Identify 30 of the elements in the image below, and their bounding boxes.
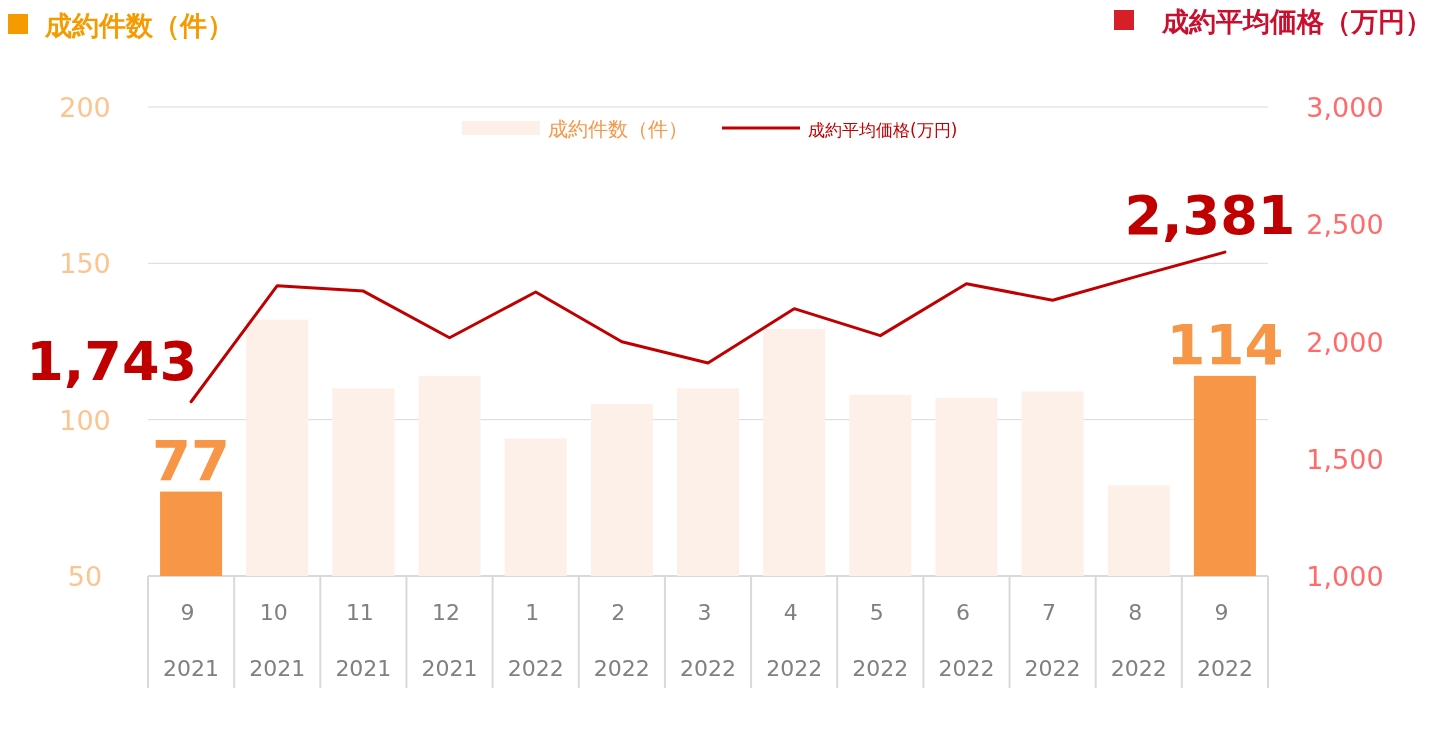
- category-label: 11 2021: [335, 600, 392, 681]
- y2-tick-label: 2,000: [1306, 326, 1384, 358]
- data-label: 77: [152, 427, 231, 493]
- y2-axis-title: 成約平均価格（万円）: [1161, 6, 1432, 37]
- data-label: 2,381: [1124, 184, 1296, 248]
- category-label: 12 2021: [421, 600, 478, 681]
- y-tick-label: 200: [59, 92, 111, 123]
- data-label: 114: [1166, 311, 1284, 377]
- category-label: 6 2022: [938, 600, 995, 681]
- category-label: 4 2022: [766, 600, 823, 681]
- y2-tick-label: 1,000: [1306, 561, 1384, 592]
- category-label: 10 2021: [249, 600, 306, 681]
- category-label: 1 2022: [507, 600, 564, 681]
- category-label: 9 2022: [1196, 600, 1253, 681]
- y-tick-label: 100: [59, 404, 111, 436]
- category-label: 8 2022: [1110, 600, 1167, 681]
- y2-tick-label: 3,000: [1306, 92, 1384, 123]
- category-label: 9 2021: [163, 600, 220, 681]
- y-tick-label: 150: [59, 248, 111, 280]
- y-axis-title: 成約件数（件）: [44, 10, 234, 41]
- y-tick-label: 50: [67, 561, 103, 592]
- y2-tick-label: 2,500: [1306, 209, 1384, 241]
- category-label: 2 2022: [593, 600, 650, 681]
- data-label: 1,743: [26, 329, 198, 393]
- category-label: 3 2022: [680, 600, 736, 681]
- legend-label: 成約件数（件）: [548, 117, 688, 141]
- category-label: 7 2022: [1024, 600, 1081, 681]
- legend-label: 成約平均価格(万円): [808, 120, 958, 140]
- category-label: 5 2022: [852, 600, 909, 681]
- y2-tick-label: 1,500: [1306, 443, 1384, 475]
